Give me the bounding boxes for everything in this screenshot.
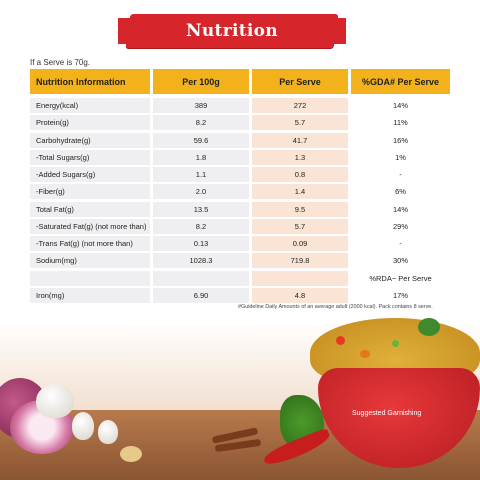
nutrient-name: -Added Sugars(g) (30, 167, 150, 182)
per-100g-value: 6.90 (153, 287, 249, 303)
table-row: %RDA~ Per Serve (30, 270, 450, 286)
per-serve-value: 4.8 (252, 287, 348, 303)
table-row: -Trans Fat(g) (not more than) 0.13 0.09- (30, 235, 450, 251)
nutrient-name: Protein(g) (30, 115, 150, 131)
nutrient-name: Energy(kcal) (30, 98, 150, 113)
per-serve-value: 5.7 (252, 218, 348, 234)
per-serve-value: 1.3 (252, 149, 348, 165)
per-100g-value: 0.13 (153, 236, 249, 251)
nutrient-name: -Trans Fat(g) (not more than) (30, 236, 150, 251)
gda-value: 30% (351, 253, 450, 269)
per-100g-value: 1.8 (153, 149, 249, 165)
table-row: Total Fat(g) 13.5 9.5 14% (30, 201, 450, 217)
per-serve-value: 41.7 (252, 132, 348, 148)
per-serve-value: 719.8 (252, 253, 348, 269)
gda-value: 17% (351, 287, 450, 303)
gda-value: 6% (351, 184, 450, 200)
per-100g-value (153, 270, 249, 286)
gda-value: 1% (351, 149, 450, 165)
table-row: Energy(kcal) 389 272 14% (30, 97, 450, 113)
nutrient-name: Total Fat(g) (30, 201, 150, 217)
carrot-piece-icon (360, 350, 370, 358)
per-100g-value: 389 (153, 98, 249, 113)
per-100g-value: 1.1 (153, 167, 249, 182)
table-row: Protein(g) 8.2 5.7 11% (30, 114, 450, 131)
per-serve-value: 0.8 (252, 167, 348, 182)
per-100g-value: 13.5 (153, 201, 249, 217)
table-row: -Saturated Fat(g) (not more than) 8.2 5.7 2… (30, 218, 450, 234)
nutrient-name: Iron(mg) (30, 287, 150, 303)
header-gda-per-serve: %GDA# Per Serve (351, 69, 450, 94)
gda-value: 14% (351, 201, 450, 217)
per-100g-value: 59.6 (153, 132, 249, 148)
gda-value: - (351, 236, 450, 251)
per-100g-value: 1028.3 (153, 253, 249, 269)
per-serve-value: 0.09 (252, 236, 348, 251)
pea-icon (392, 340, 399, 347)
gda-value: 16% (351, 132, 450, 148)
per-100g-value: 8.2 (153, 115, 249, 131)
capsicum-icon (336, 336, 345, 345)
ginger-slice-icon (120, 446, 142, 462)
nutrient-name: -Fiber(g) (30, 184, 150, 200)
gda-value: - (351, 167, 450, 182)
gda-value: 29% (351, 218, 450, 234)
header-per-serve: Per Serve (252, 69, 348, 94)
table-row: -Total Sugars(g) 1.8 1.3 1% (30, 149, 450, 165)
per-serve-value: 1.4 (252, 184, 348, 200)
bowl-label: Suggested Garnishing (352, 410, 422, 417)
table-row: -Fiber(g) 2.0 1.4 6% (30, 183, 450, 200)
nutrient-name: Sodium(mg) (30, 253, 150, 269)
per-serve-value: 9.5 (252, 201, 348, 217)
gda-value: 11% (351, 115, 450, 131)
gda-value: %RDA~ Per Serve (369, 273, 432, 283)
broccoli-icon (418, 318, 440, 336)
gda-footnote: #Guideline Daily Amounts of an average a… (238, 304, 433, 310)
garlic-clove-icon (72, 412, 94, 440)
per-100g-value: 8.2 (153, 218, 249, 234)
table-row: Carbohydrate(g) 59.6 41.7 16% (30, 132, 450, 148)
nutrient-name: -Saturated Fat(g) (not more than) (30, 218, 150, 234)
header-per-100g: Per 100g (153, 69, 249, 94)
gda-value: 14% (351, 98, 450, 113)
garlic-clove-icon (98, 420, 118, 444)
per-100g-value: 2.0 (153, 184, 249, 200)
nutrient-name: -Total Sugars(g) (30, 149, 150, 165)
per-serve-value (252, 270, 348, 286)
per-serve-value: 272 (252, 98, 348, 113)
garlic-bulb-icon (36, 384, 74, 418)
nutrient-name: Carbohydrate(g) (30, 132, 150, 148)
page-title: Nutrition Information (172, 21, 292, 75)
header-nutrition-information: Nutrition Information (30, 69, 150, 94)
table-row: -Added Sugars(g) 1.1 0.8- (30, 166, 450, 182)
table-row: Sodium(mg) 1028.3 719.8 30% (30, 252, 450, 269)
serve-size-note: If a Serve is 70g. (30, 58, 91, 67)
nutrient-name (30, 270, 150, 286)
table-row: Iron(mg) 6.90 4.8 17% (30, 287, 450, 303)
per-serve-value: 5.7 (252, 115, 348, 131)
